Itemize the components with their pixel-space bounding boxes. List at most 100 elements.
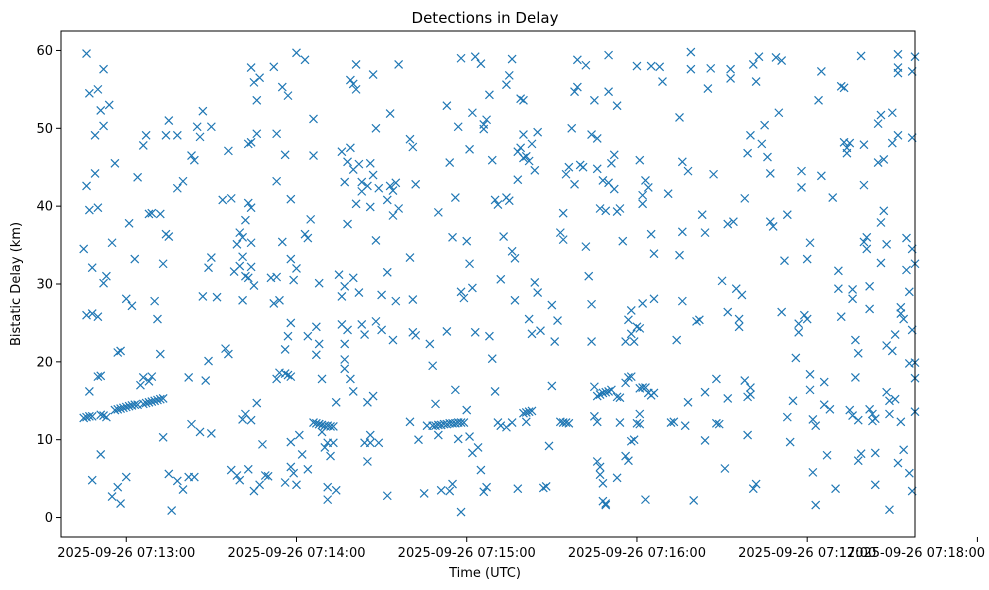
data-point-marker [601, 500, 611, 510]
data-point-marker [198, 292, 208, 301]
data-point-marker [314, 278, 324, 288]
data-point-marker [121, 472, 131, 482]
data-point-marker [612, 101, 622, 111]
data-point-marker [277, 237, 287, 247]
data-point-marker [868, 409, 877, 419]
data-point-marker [371, 235, 381, 245]
data-point-marker [782, 210, 792, 220]
data-point-marker [589, 95, 599, 105]
data-point-marker [277, 82, 287, 92]
data-point-marker [189, 472, 199, 482]
data-point-marker [303, 464, 313, 474]
data-point-marker [635, 155, 645, 165]
data-point-marker [609, 150, 619, 160]
data-point-marker [763, 152, 772, 162]
data-point-marker [538, 483, 548, 493]
data-point-marker [311, 418, 321, 428]
data-point-marker [388, 211, 398, 220]
data-point-marker [164, 116, 174, 125]
x-tick-label: 2025-09-26 07:13:00 [57, 546, 195, 561]
data-point-marker [280, 478, 290, 487]
data-point-marker [805, 369, 815, 379]
data-point-marker [255, 73, 265, 83]
data-point-marker [87, 309, 97, 319]
data-point-marker [550, 337, 560, 347]
data-point-marker [90, 169, 100, 178]
data-point-marker [357, 320, 367, 329]
data-point-marker [408, 142, 418, 152]
data-point-marker [765, 217, 775, 227]
data-point-marker [87, 475, 97, 485]
data-point-marker [561, 169, 571, 179]
data-point-marker [365, 430, 375, 440]
data-point-marker [286, 318, 296, 328]
x-tick-label: 2025-09-26 07:15:00 [398, 546, 536, 561]
data-point-marker [240, 215, 250, 225]
data-point-marker [635, 419, 645, 429]
data-point-marker [269, 299, 279, 308]
data-point-marker [802, 314, 812, 324]
data-point-marker [280, 344, 290, 354]
data-point-marker [368, 170, 378, 180]
data-point-marker [394, 204, 404, 213]
data-point-marker [337, 147, 347, 157]
data-point-marker [331, 485, 341, 495]
data-point-marker [885, 505, 894, 515]
data-point-marker [238, 415, 248, 424]
data-point-marker [717, 276, 727, 286]
data-point-marker [178, 485, 188, 494]
data-point-marker [558, 208, 568, 218]
data-point-marker [626, 329, 636, 339]
data-point-marker [110, 158, 120, 168]
data-point-marker [136, 380, 145, 390]
chart-title: Detections in Delay [412, 9, 559, 27]
data-point-marker [581, 242, 591, 252]
data-point-marker [737, 290, 747, 300]
y-tick-label: 10 [36, 433, 53, 448]
data-point-marker [374, 183, 384, 193]
data-point-marker [601, 499, 611, 508]
data-point-marker [172, 183, 182, 193]
data-point-marker [601, 206, 611, 216]
data-point-marker [592, 417, 602, 427]
data-point-marker [374, 438, 384, 448]
data-point-marker [870, 414, 880, 424]
data-point-marker [96, 105, 106, 115]
data-point-marker [223, 349, 233, 359]
data-point-marker [612, 473, 622, 483]
data-point-marker [746, 390, 755, 399]
data-point-marker [521, 151, 531, 161]
data-point-marker [629, 435, 639, 445]
data-point-marker [334, 270, 344, 280]
data-point-marker [496, 421, 506, 431]
data-point-marker [385, 181, 395, 191]
data-point-marker [507, 418, 517, 427]
data-point-marker [641, 383, 650, 392]
data-point-marker [144, 209, 154, 219]
data-point-marker [433, 207, 443, 217]
data-point-marker [524, 407, 534, 417]
data-point-marker [238, 295, 248, 305]
data-point-marker [235, 228, 245, 238]
data-point-marker [345, 374, 355, 384]
data-point-marker [419, 488, 429, 498]
data-point-marker [448, 479, 457, 489]
data-point-marker [899, 445, 909, 455]
data-point-marker [624, 372, 633, 382]
data-point-marker [286, 372, 296, 382]
data-point-marker [902, 233, 911, 243]
data-point-marker [635, 409, 645, 419]
data-point-marker [425, 339, 435, 349]
data-point-marker [513, 175, 523, 185]
data-point-marker [311, 322, 321, 332]
data-point-marker [547, 300, 557, 310]
data-point-marker [178, 176, 188, 186]
data-point-marker [82, 49, 91, 58]
data-point-marker [519, 130, 528, 139]
data-point-marker [527, 139, 537, 149]
data-point-marker [116, 499, 126, 508]
data-point-marker [462, 236, 472, 246]
data-point-marker [414, 435, 423, 445]
data-point-marker [615, 418, 625, 427]
data-point-marker [218, 195, 228, 205]
